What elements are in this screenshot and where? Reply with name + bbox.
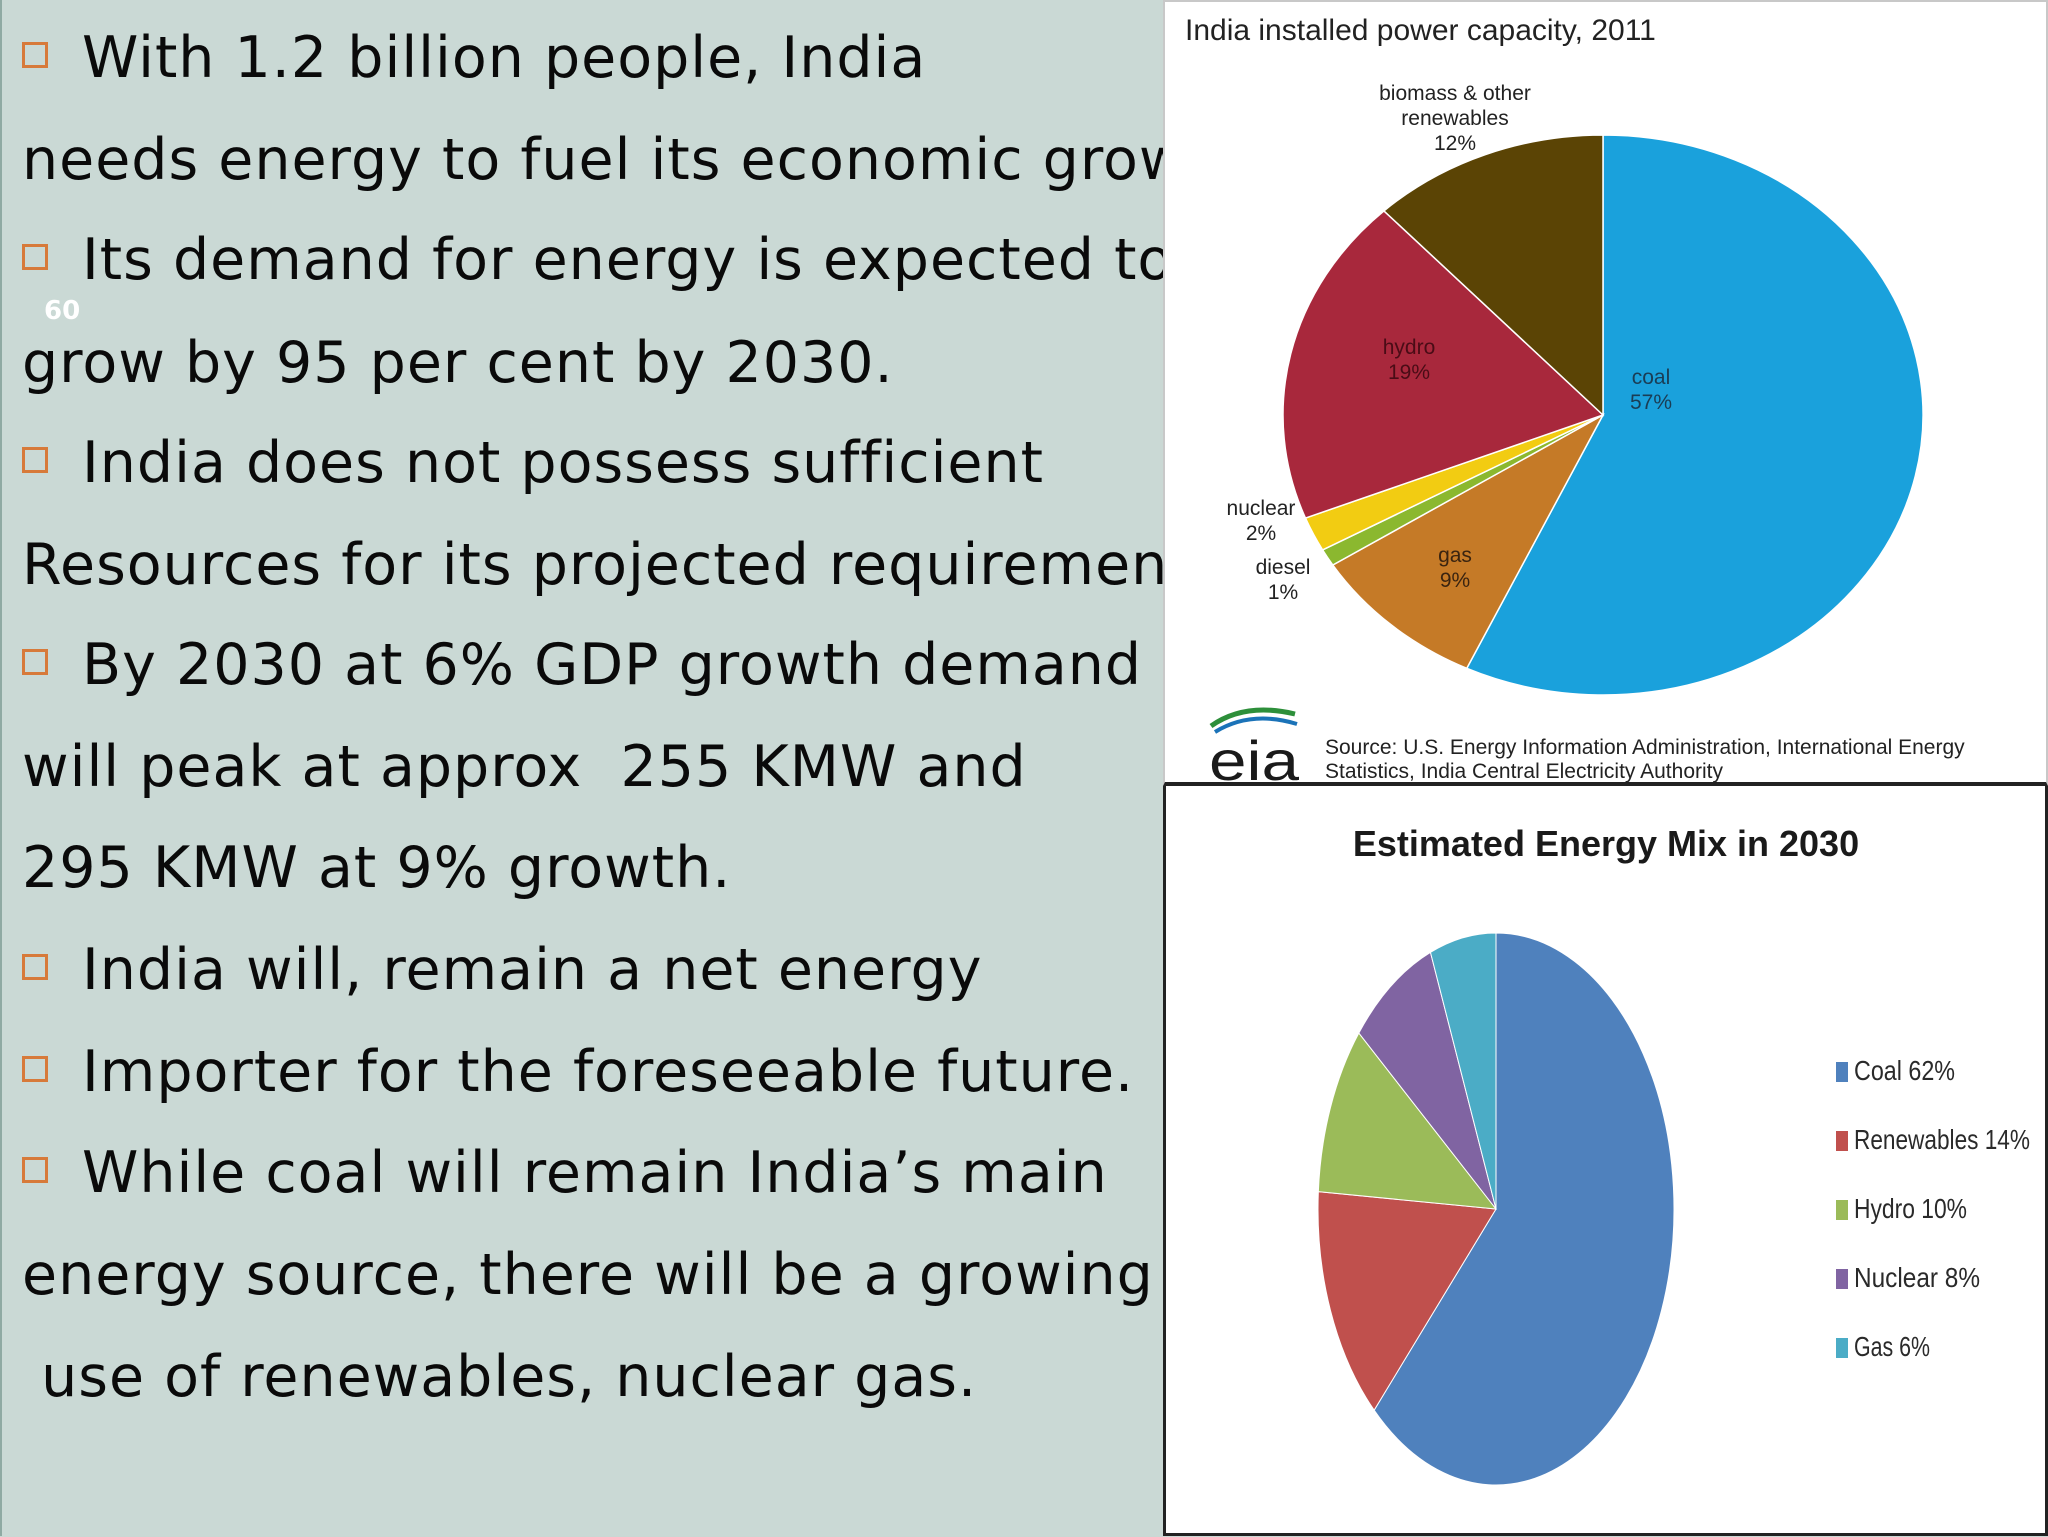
- legend-swatch: [1836, 1062, 1848, 1082]
- slide-line: India will, remain a net energy: [22, 942, 982, 999]
- legend-label: Renewables 14%: [1854, 1124, 2030, 1155]
- slide-line: With 1.2 billion people, India: [22, 30, 926, 87]
- slide-line: will peak at approx 255 KMW and: [22, 739, 1027, 796]
- slide-line: grow by 95 per cent by 2030.: [22, 335, 894, 392]
- slice-label: diesel: [1256, 556, 1311, 579]
- slice-value-label: 57%: [1630, 391, 1672, 414]
- slice-label: renewables: [1401, 107, 1508, 130]
- slice-value-label: 19%: [1388, 361, 1430, 384]
- slice-value-label: 12%: [1434, 132, 1476, 155]
- pie-slice-hydro: [1317, 1032, 1498, 1210]
- slide-line-text: 295 KMW at 9% growth.: [22, 835, 732, 901]
- slide-line-text: With 1.2 billion people, India: [82, 25, 927, 91]
- square-bullet-icon: [22, 1157, 48, 1184]
- slide-line: energy source, there will be a growing: [22, 1247, 1154, 1304]
- pie-slice-coal: [1373, 932, 1675, 1486]
- slide-line-text: will peak at approx 255 KMW and: [22, 734, 1027, 800]
- square-bullet-icon: [22, 1056, 48, 1083]
- pie-slice-gas: [1429, 932, 1497, 1210]
- pie-slice-nuclear: [1358, 951, 1497, 1210]
- slide-line: While coal will remain India’s main: [22, 1145, 1108, 1202]
- slice-label: hydro: [1383, 336, 1436, 359]
- chart-panel-2011: India installed power capacity, 2011 coa…: [1163, 0, 2048, 792]
- pie-slice-coal: [1465, 134, 1924, 696]
- slice-value-label: 9%: [1440, 569, 1470, 592]
- slice-value-label: 2%: [1246, 522, 1276, 545]
- pie-chart-2011: India installed power capacity, 2011 coa…: [1185, 14, 1965, 792]
- slide-line-text: energy source, there will be a growing: [22, 1242, 1154, 1308]
- slide-line: use of renewables, nuclear gas.: [22, 1349, 977, 1406]
- pie-slice-biomass: [1382, 134, 1604, 417]
- chart-title: India installed power capacity, 2011: [1185, 14, 1656, 47]
- legend-label: Hydro 10%: [1854, 1193, 1967, 1224]
- eia-logo: eia: [1209, 707, 1300, 792]
- slice-label: nuclear: [1227, 497, 1296, 520]
- legend-swatch: [1836, 1200, 1848, 1220]
- slide-line: By 2030 at 6% GDP growth demand: [22, 637, 1142, 694]
- chart-panel-2030: Estimated Energy Mix in 2030 Coal 62% Ren…: [1163, 786, 2048, 1536]
- slide-line-text: Resources for its projected requirement.: [22, 532, 1211, 598]
- legend-swatch: [1836, 1269, 1848, 1289]
- slide-line-text: needs energy to fuel its economic growth…: [22, 127, 1267, 193]
- slide-line-text: Importer for the foreseeable future.: [82, 1039, 1135, 1105]
- slide-line-text: Its demand for energy is expected to: [82, 227, 1174, 293]
- slide-line: 295 KMW at 9% growth.: [22, 840, 731, 897]
- slide-text-panel: 60 With 1.2 billion people, India needs e…: [0, 0, 1265, 1536]
- eia-logo-text: eia: [1209, 729, 1300, 782]
- pie-slice-renewables: [1317, 1191, 1497, 1412]
- slide-line: Its demand for energy is expected to: [22, 232, 1173, 289]
- pie-slice-hydro: [1282, 209, 1605, 520]
- slice-label: coal: [1632, 366, 1671, 389]
- slide-line-text: India does not possess sufficient: [82, 430, 1044, 496]
- square-bullet-icon: [22, 42, 48, 69]
- square-bullet-icon: [22, 244, 48, 271]
- square-bullet-icon: [22, 954, 48, 981]
- pie-slice-gas: [1331, 413, 1605, 670]
- chart-source: Source: U.S. Energy Information Administ…: [1325, 736, 1965, 782]
- slide-line-text: grow by 95 per cent by 2030.: [22, 330, 894, 396]
- legend-swatch: [1836, 1338, 1848, 1358]
- legend-label: Gas 6%: [1854, 1331, 1930, 1362]
- slide-line: India does not possess sufficient: [22, 435, 1044, 492]
- slide-line: Resources for its projected requirement.: [22, 537, 1211, 594]
- chart-title: Estimated Energy Mix in 2030: [1353, 823, 1859, 864]
- slide-line: Importer for the foreseeable future.: [22, 1044, 1134, 1101]
- pie-chart-2030: Estimated Energy Mix in 2030 Coal 62% Ren…: [1317, 823, 2030, 1486]
- slice-label: gas: [1438, 544, 1472, 567]
- slide-line: needs energy to fuel its economic growth…: [22, 132, 1266, 189]
- slide-line-text: By 2030 at 6% GDP growth demand: [82, 632, 1143, 698]
- legend-label: Nuclear 8%: [1854, 1262, 1980, 1293]
- slice-value-label: 1%: [1268, 581, 1298, 604]
- legend-swatch: [1836, 1131, 1848, 1151]
- slide-line-text: India will, remain a net energy: [82, 937, 983, 1003]
- slice-label: biomass & other: [1379, 82, 1531, 105]
- square-bullet-icon: [22, 447, 48, 474]
- slide-number: 60: [44, 296, 81, 326]
- legend-label: Coal 62%: [1854, 1055, 1955, 1086]
- slide-line-text: While coal will remain India’s main: [82, 1140, 1108, 1206]
- square-bullet-icon: [22, 649, 48, 676]
- slide-line-text: use of renewables, nuclear gas.: [22, 1344, 978, 1410]
